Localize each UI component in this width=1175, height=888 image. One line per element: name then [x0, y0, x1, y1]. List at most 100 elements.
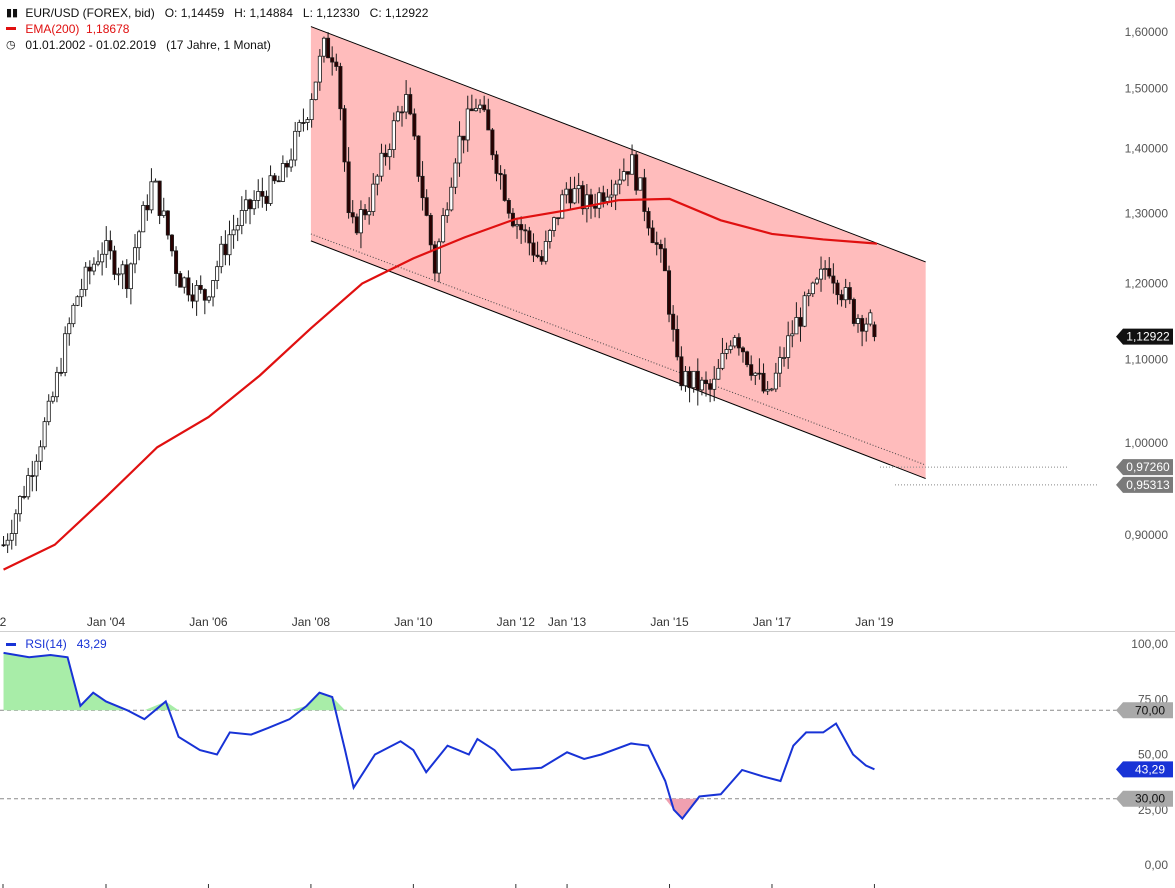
candle-body — [712, 378, 717, 390]
legend-close: 1,12922 — [385, 5, 429, 20]
candle-body — [843, 287, 848, 301]
candle-body — [515, 224, 520, 227]
candle — [198, 275, 203, 294]
candle — [547, 228, 552, 249]
y-tick-label: 0,90000 — [1125, 528, 1169, 542]
candle-body — [67, 323, 72, 335]
candle-body — [137, 231, 142, 249]
candle — [346, 147, 351, 219]
candle-body — [736, 337, 741, 349]
candle — [720, 337, 725, 371]
candle-body — [539, 256, 544, 262]
candle — [564, 182, 569, 204]
legend-open: 1,14459 — [180, 5, 225, 20]
candle-body — [153, 180, 158, 183]
candle — [761, 363, 766, 394]
candle-body — [576, 185, 581, 190]
candle — [724, 342, 729, 360]
candle-body — [720, 352, 725, 369]
candle-body — [572, 188, 577, 204]
rsi-y-tick-label: 100,00 — [1131, 637, 1168, 651]
candle-body — [91, 263, 96, 272]
candle — [432, 241, 437, 282]
candle-body — [248, 199, 253, 210]
y-tick-label: 1,20000 — [1125, 277, 1169, 291]
candle-body — [552, 217, 557, 231]
candle — [556, 217, 561, 226]
candle — [63, 326, 68, 377]
candle — [252, 190, 257, 215]
candle — [482, 95, 487, 113]
rsi-level-label: 30,00 — [1135, 792, 1165, 806]
candle — [802, 291, 807, 328]
candle — [354, 213, 359, 235]
ema-swatch-icon — [6, 27, 16, 31]
candle-body — [5, 539, 10, 546]
candle-body — [416, 135, 421, 177]
candle — [650, 220, 655, 244]
candle — [851, 297, 856, 327]
candle-body — [798, 317, 803, 327]
candle-body — [264, 195, 269, 204]
candle-body — [211, 280, 216, 298]
candle — [256, 179, 261, 209]
candle-body — [112, 250, 117, 275]
candle — [667, 265, 672, 323]
candle-body — [547, 230, 552, 242]
candle-body — [391, 120, 396, 150]
candle-body — [802, 295, 807, 327]
candle — [120, 260, 125, 290]
candle-body — [556, 217, 561, 220]
candle — [404, 80, 409, 120]
candle-body — [856, 318, 861, 324]
candle — [149, 168, 154, 214]
candle — [683, 366, 688, 392]
candle — [782, 347, 787, 367]
candle-body — [375, 175, 380, 185]
candle — [646, 207, 651, 236]
candle-body — [334, 61, 339, 67]
candle-body — [667, 270, 672, 315]
candle — [695, 358, 700, 406]
candle — [42, 417, 47, 450]
candle — [9, 519, 14, 550]
candle — [301, 108, 306, 132]
candle-body — [630, 154, 635, 175]
candle — [330, 46, 335, 76]
candle — [539, 249, 544, 265]
candle-body — [732, 337, 737, 347]
candle — [206, 295, 211, 304]
candle-body — [342, 108, 347, 163]
candle — [161, 197, 166, 218]
candle — [457, 121, 462, 177]
candle-body — [30, 475, 35, 477]
candle — [642, 168, 647, 222]
candle — [584, 184, 589, 223]
candle — [132, 234, 137, 274]
x-tick-label: Jan '12 — [497, 615, 536, 629]
candle — [71, 303, 76, 328]
candle-body — [494, 154, 499, 174]
rsi-line — [3, 651, 875, 821]
candle — [436, 238, 441, 283]
candle — [260, 177, 265, 208]
candle-body — [613, 183, 618, 196]
candle-body — [124, 264, 129, 290]
candle — [67, 317, 72, 346]
candle — [387, 143, 392, 170]
candle — [104, 226, 109, 268]
candle — [116, 267, 121, 286]
y-tick-label: 1,30000 — [1125, 207, 1169, 221]
candle-body — [757, 372, 762, 375]
candle-body — [363, 209, 368, 216]
candle-body — [100, 253, 105, 263]
candle-body — [597, 192, 602, 209]
candle-body — [790, 333, 795, 337]
candle — [441, 207, 446, 244]
candle-body — [145, 204, 150, 211]
candle-body — [128, 263, 133, 290]
candle — [740, 346, 745, 363]
candle — [634, 151, 639, 195]
candle-body — [860, 318, 865, 332]
candle-body — [252, 200, 257, 210]
